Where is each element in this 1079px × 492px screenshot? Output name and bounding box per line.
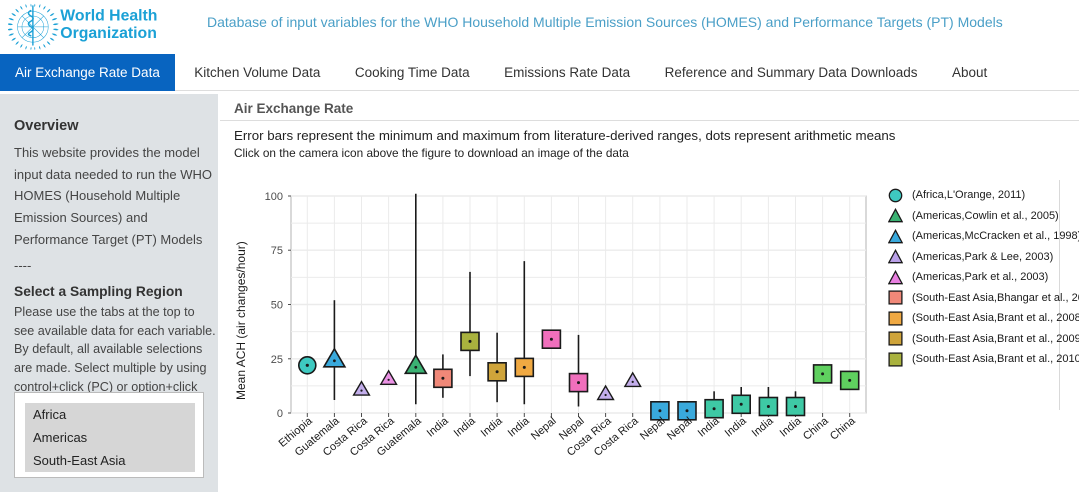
svg-text:25: 25 <box>271 354 283 366</box>
svg-text:World Health: World Health <box>60 8 157 25</box>
svg-text:100: 100 <box>265 191 283 203</box>
svg-text:50: 50 <box>271 300 283 312</box>
svg-text:Organization: Organization <box>60 25 157 42</box>
svg-text:75: 75 <box>271 245 283 257</box>
